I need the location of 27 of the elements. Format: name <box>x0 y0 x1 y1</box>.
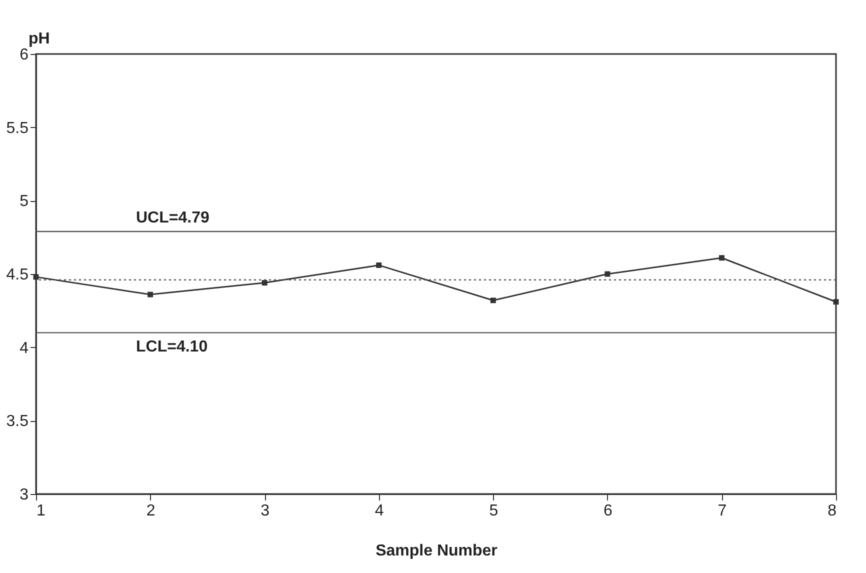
y-tick-label: 4.5 <box>6 266 29 284</box>
ref-line-label: UCL=4.79 <box>136 209 210 226</box>
x-tick-label: 3 <box>260 502 270 520</box>
y-tick-label: 6 <box>20 46 29 64</box>
y-tick-label: 5 <box>20 193 29 210</box>
point <box>718 255 724 261</box>
point <box>148 292 154 298</box>
x-tick-label: 2 <box>146 502 156 520</box>
y-tick-label: 5.5 <box>6 120 29 137</box>
x-axis-title: Sample Number <box>376 542 498 560</box>
y-tick-label: 4 <box>20 340 29 357</box>
x-tick-label: 4 <box>374 502 384 520</box>
point <box>490 298 496 304</box>
point <box>33 274 39 280</box>
ref-line-label: LCL=4.10 <box>136 338 208 356</box>
point <box>604 271 610 277</box>
y-tick-label: 3 <box>20 486 29 504</box>
x-tick-label: 7 <box>718 502 727 520</box>
y-tick-label: 3.5 <box>6 413 29 430</box>
y-axis-title: pH <box>28 30 50 48</box>
x-tick-label: 5 <box>489 502 498 520</box>
point <box>262 280 268 286</box>
point <box>376 262 382 268</box>
x-tick-label: 6 <box>603 502 612 520</box>
point <box>833 299 839 305</box>
x-tick-label: 8 <box>828 502 837 520</box>
x-tick-label: 1 <box>36 502 46 520</box>
